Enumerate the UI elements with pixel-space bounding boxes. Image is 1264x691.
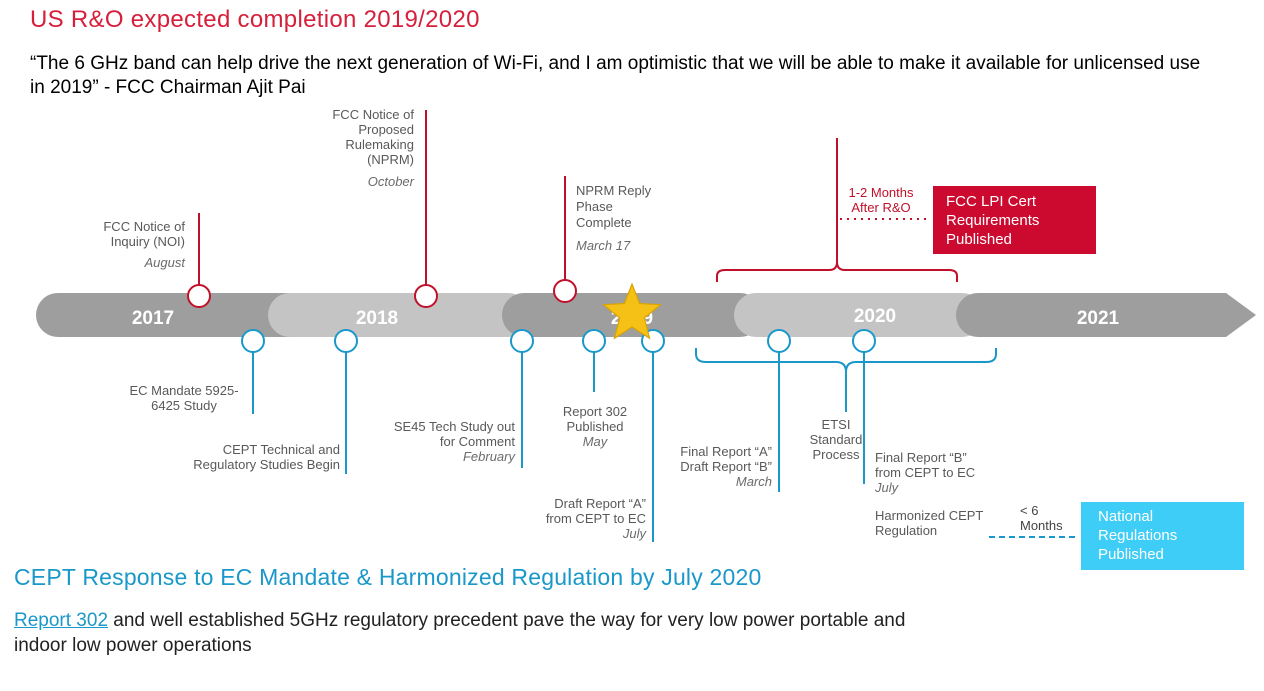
noi-label: FCC Notice of Inquiry (NOI) August (60, 219, 185, 270)
reply-date: March 17 (576, 238, 631, 253)
final-b-label: Final Report “B” from CEPT to EC July (875, 450, 995, 495)
band-2021 (956, 293, 1256, 337)
cept-begin-label: CEPT Technical and Regulatory Studies Be… (165, 442, 340, 472)
final-b-marker (852, 329, 876, 353)
lt6-label: < 6 Months (1020, 503, 1076, 533)
bottom-paragraph: Report 302 and well established 5GHz reg… (14, 608, 914, 658)
draft-a-label: Draft Report “A” from CEPT to EC July (530, 496, 646, 541)
nprm-label: FCC Notice of Proposed Rulemaking (NPRM)… (294, 107, 414, 189)
r302-text: Report 302 Published (562, 404, 628, 434)
band-2020 (734, 293, 984, 337)
final-b-text: Final Report “B” from CEPT to EC (875, 450, 976, 480)
se45-label: SE45 Tech Study out for Comment February (392, 419, 515, 464)
final-ab-marker (767, 329, 791, 353)
mandate-marker (241, 329, 265, 353)
se45-date: February (462, 449, 515, 464)
r302-date: May (582, 434, 608, 449)
nprm-marker (414, 284, 438, 308)
r302-label: Report 302 Published May (548, 404, 642, 449)
year-2017: 2017 (132, 308, 174, 329)
nprm-text: FCC Notice of Proposed Rulemaking (NPRM) (332, 107, 414, 167)
band-2018 (268, 293, 530, 337)
noi-marker (187, 284, 211, 308)
ro-window-label: 1-2 Months After R&O (848, 185, 914, 215)
reply-marker (553, 279, 577, 303)
lt6-text: < 6 Months (1020, 503, 1063, 533)
final-ab-text: Final Report “A” Draft Report “B” (680, 444, 772, 474)
mandate-label: EC Mandate 5925-6425 Study (125, 383, 245, 413)
band-2017 (36, 293, 300, 337)
pai-quote: “The 6 GHz band can help drive the next … (30, 53, 1201, 98)
final-ab-date: March (735, 474, 772, 489)
reply-text: NPRM Reply Phase Complete (576, 183, 652, 230)
final-b-date: July (875, 480, 899, 495)
etsi-label: ETSI Standard Process (788, 417, 884, 462)
cept-begin-marker (334, 329, 358, 353)
reply-label: NPRM Reply Phase Complete March 17 (576, 183, 686, 253)
r302-marker (582, 329, 606, 353)
harmonized-label: Harmonized CEPT Regulation (875, 508, 1005, 538)
year-2021: 2021 (1077, 308, 1120, 329)
etsi-brace (695, 348, 997, 373)
mandate-text: EC Mandate 5925-6425 Study (129, 383, 239, 413)
nprm-date: October (367, 174, 414, 189)
year-2018: 2018 (356, 308, 398, 329)
today-star-icon (601, 282, 663, 340)
draft-a-text: Draft Report “A” from CEPT to EC (545, 496, 646, 526)
cept-title: CEPT Response to EC Mandate & Harmonized… (14, 564, 762, 590)
draft-a-date: July (622, 526, 646, 541)
report-302-link[interactable]: Report 302 (14, 610, 109, 631)
harmonized-text: Harmonized CEPT Regulation (875, 508, 984, 538)
etsi-text: ETSI Standard Process (809, 417, 863, 462)
page-title: US R&O expected completion 2019/2020 (30, 6, 480, 33)
year-2020: 2020 (854, 306, 896, 327)
bottom-paragraph-text: and well established 5GHz regulatory pre… (14, 610, 906, 656)
noi-date: August (144, 255, 185, 270)
se45-marker (510, 329, 534, 353)
cept-begin-text: CEPT Technical and Regulatory Studies Be… (193, 442, 340, 472)
lpi-cert-text: FCC LPI Cert Requirements Published (946, 193, 1040, 248)
final-ab-label: Final Report “A” Draft Report “B” March (660, 444, 772, 489)
national-regulations-text: National Regulations Published (1098, 508, 1178, 563)
se45-text: SE45 Tech Study out for Comment (393, 419, 515, 449)
lpi-cert-box: FCC LPI Cert Requirements Published (933, 186, 1096, 254)
national-regulations-box: National Regulations Published (1081, 502, 1244, 570)
ro-brace (716, 261, 958, 282)
noi-text: FCC Notice of Inquiry (NOI) (103, 219, 185, 249)
